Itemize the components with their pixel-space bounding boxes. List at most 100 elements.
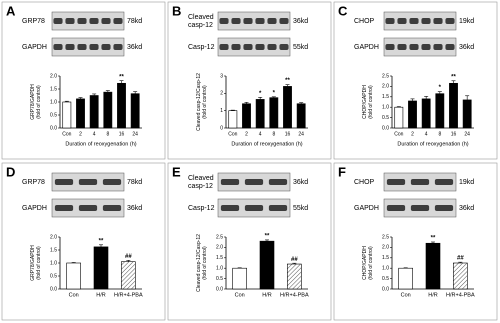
blot-size: 78kd bbox=[127, 18, 142, 25]
y-label-line: (fold of control) bbox=[368, 246, 374, 280]
blot-band bbox=[219, 18, 229, 24]
blot-band bbox=[101, 18, 111, 24]
blot-label: GRP78 bbox=[22, 179, 45, 186]
blot-label: GAPDH bbox=[354, 205, 379, 212]
blot-band bbox=[267, 44, 277, 50]
blot-label: Cleaved casp-12 bbox=[188, 175, 214, 190]
x-axis-label: Duration of reoxygenation (h) bbox=[231, 141, 302, 147]
bar bbox=[435, 93, 445, 129]
y-tick-label: 2.0 bbox=[50, 73, 57, 79]
blot-label: CHOP bbox=[354, 179, 375, 186]
significance: ** bbox=[285, 78, 290, 84]
panel-letter: C bbox=[338, 3, 348, 18]
blot-band bbox=[220, 179, 240, 185]
bar bbox=[232, 267, 247, 290]
blot bbox=[217, 37, 291, 57]
blot-label: Casp-12 bbox=[188, 205, 215, 212]
y-tick-label: 1.5 bbox=[382, 94, 389, 100]
blot-band bbox=[65, 44, 75, 50]
blot-band bbox=[78, 205, 98, 211]
y-tick-label: 1.5 bbox=[50, 247, 57, 253]
blot-band bbox=[385, 44, 395, 50]
y-tick-label: 2.0 bbox=[216, 245, 223, 251]
blot-band bbox=[53, 18, 63, 24]
bar bbox=[228, 110, 238, 129]
blot-label-line: casp-12 bbox=[188, 22, 213, 29]
blot-band bbox=[243, 44, 253, 50]
panel-frame bbox=[167, 1, 332, 160]
x-axis-label: Duration of reoxygenation (h) bbox=[397, 141, 468, 147]
y-tick-label: 0.5 bbox=[382, 115, 389, 121]
significance: ** bbox=[99, 238, 104, 244]
y-tick-label: 2.0 bbox=[382, 245, 389, 251]
blot-size: 36kd bbox=[293, 179, 308, 186]
bar bbox=[121, 261, 136, 290]
x-tick-label: H/R bbox=[262, 292, 272, 298]
y-label-line: CHOP/GAPDH bbox=[362, 246, 368, 280]
bar bbox=[117, 82, 126, 129]
blot-size: 19kd bbox=[459, 179, 474, 186]
bar bbox=[425, 242, 441, 290]
significance: * bbox=[439, 85, 442, 91]
x-tick-label: 2 bbox=[411, 131, 414, 137]
blot-label-line: CHOP bbox=[354, 18, 375, 25]
blot-band bbox=[243, 18, 253, 24]
blot-size: 55kd bbox=[293, 205, 308, 212]
x-tick-label: 24 bbox=[464, 131, 470, 137]
x-tick-label: 24 bbox=[298, 131, 304, 137]
bar bbox=[76, 98, 85, 129]
blot-label: CHOP bbox=[354, 18, 375, 25]
blot-band bbox=[386, 179, 406, 185]
y-axis-label: GRP78/GAPDH(fold of control) bbox=[30, 84, 42, 120]
x-tick-label: Con bbox=[69, 292, 79, 298]
blot-band bbox=[267, 18, 277, 24]
significance: * bbox=[273, 90, 276, 96]
panel-frame bbox=[333, 1, 498, 160]
blot-band bbox=[89, 18, 99, 24]
y-label-line: GRP78/GAPDH bbox=[30, 245, 36, 281]
blot-band bbox=[231, 44, 241, 50]
blot-label-line: GRP78 bbox=[22, 179, 45, 186]
y-axis-label: GRP78/GAPDH(fold of control) bbox=[30, 245, 42, 281]
bar bbox=[103, 91, 113, 129]
panel-frame bbox=[333, 162, 498, 321]
panel-letter: E bbox=[172, 164, 181, 179]
bar bbox=[242, 103, 251, 129]
blot-band bbox=[386, 205, 406, 211]
y-tick-label: 1.0 bbox=[382, 266, 389, 272]
blot-band bbox=[244, 205, 264, 211]
y-axis-label: CHOP/GAPDH(fold of control) bbox=[362, 246, 374, 280]
x-tick-label: 16 bbox=[451, 131, 457, 137]
blot-band bbox=[244, 179, 264, 185]
blot-band bbox=[54, 205, 74, 211]
y-axis-label: Cleaved casp-12/Casp-12(fold of control) bbox=[196, 234, 208, 292]
blot-band bbox=[409, 44, 419, 50]
x-axis-label: Duration of reoxygenation (h) bbox=[65, 141, 136, 147]
blot-band bbox=[433, 18, 443, 24]
x-tick-label: Con bbox=[235, 292, 245, 298]
blot-label: GRP78 bbox=[22, 18, 45, 25]
panel-letter: D bbox=[6, 164, 15, 179]
y-label-line: CHOP/GAPDH bbox=[362, 85, 368, 119]
y-label-line: (fold of control) bbox=[36, 85, 42, 119]
x-tick-label: 4 bbox=[93, 131, 96, 137]
significance: ## bbox=[125, 254, 132, 260]
y-label-line: (fold of control) bbox=[202, 246, 208, 280]
blot-label-line: Cleaved bbox=[188, 175, 214, 182]
bar bbox=[269, 97, 279, 129]
panel-letter: A bbox=[6, 3, 16, 18]
x-tick-label: Con bbox=[394, 131, 403, 137]
y-tick-label: 1 bbox=[220, 108, 223, 114]
blot-band bbox=[54, 179, 74, 185]
significance: ** bbox=[119, 74, 124, 80]
blot-label: Cleaved casp-12 bbox=[188, 14, 214, 29]
blot-label-line: GRP78 bbox=[22, 18, 45, 25]
blot-band bbox=[421, 18, 431, 24]
y-tick-label: 0.0 bbox=[382, 125, 389, 131]
significance: * bbox=[259, 91, 262, 97]
blot-band bbox=[279, 18, 289, 24]
panel-frame bbox=[1, 162, 166, 321]
blot-size: 36kd bbox=[459, 44, 474, 51]
blot-size: 36kd bbox=[127, 44, 142, 51]
